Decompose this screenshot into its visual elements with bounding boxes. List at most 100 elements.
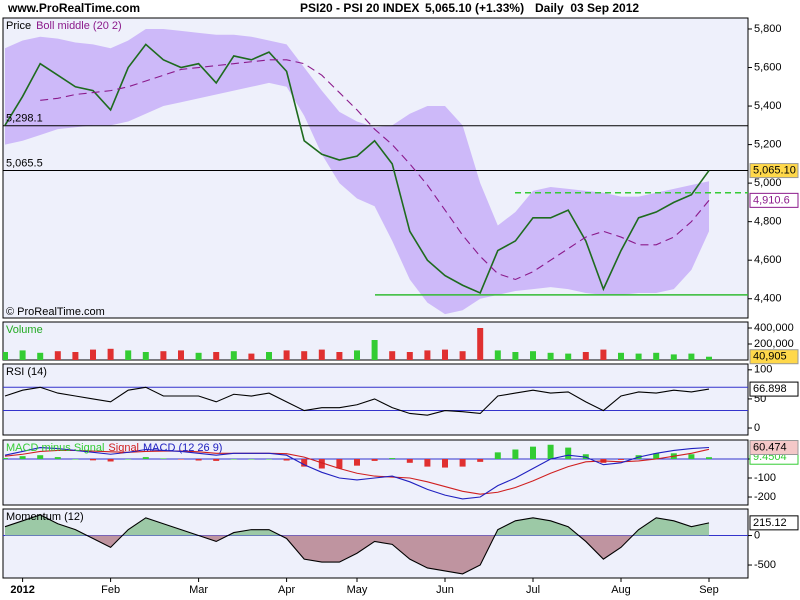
x-tick-label: 2012 xyxy=(10,584,34,596)
plot-area xyxy=(3,444,748,500)
period: Daily 03 Sep 2012 xyxy=(535,1,639,15)
bar xyxy=(547,352,554,360)
legend-entry: MACD minus Signal xyxy=(6,442,104,454)
y-tick-label: 5,600 xyxy=(754,61,782,73)
value-tag-box xyxy=(749,349,799,365)
area-negative xyxy=(5,535,709,574)
bar xyxy=(3,352,8,360)
y-tick-label: 400,000 xyxy=(754,322,794,334)
bar xyxy=(618,459,624,460)
bar xyxy=(477,328,484,360)
bar xyxy=(618,352,624,360)
y-tick-label: -100 xyxy=(754,472,776,484)
bar xyxy=(565,447,572,460)
bar xyxy=(19,456,26,460)
bar xyxy=(424,459,431,467)
site: www.ProRealTime.com xyxy=(7,1,140,15)
legend-entry: MACD (12 26 9) xyxy=(143,442,222,454)
instrument: PSI20 - PSI 20 INDEX xyxy=(300,1,419,15)
y-tick-label: 100 xyxy=(754,364,772,376)
bar xyxy=(107,348,114,360)
reference-label: 5,298.1 xyxy=(6,113,43,125)
value-tag-box xyxy=(749,192,799,208)
bollinger-band xyxy=(5,28,709,315)
y-tick-label: 5,400 xyxy=(754,100,782,112)
bar xyxy=(371,340,378,360)
value-tag: 4,910.6 xyxy=(753,194,790,206)
panel xyxy=(2,508,749,579)
bar xyxy=(565,353,572,360)
x-tick-label: Sep xyxy=(699,584,719,596)
y-tick-label: 5,000 xyxy=(754,177,782,189)
credit: © ProRealTime.com xyxy=(6,306,105,318)
bar xyxy=(600,349,607,360)
value-tag: 5,065.10 xyxy=(753,164,796,176)
bar xyxy=(512,352,519,360)
bar xyxy=(494,452,501,460)
quote: 5,065.10 (+1.33%) xyxy=(425,1,524,15)
value-tag-box xyxy=(749,440,799,456)
x-tick-label: Jul xyxy=(526,584,540,596)
bar xyxy=(459,459,466,467)
plot-area xyxy=(3,514,748,575)
bar xyxy=(688,454,695,460)
bar xyxy=(371,459,378,461)
bar xyxy=(54,457,61,460)
bar xyxy=(107,459,114,462)
bar xyxy=(336,352,343,360)
bar xyxy=(706,457,712,460)
panel-title: RSI (14) xyxy=(6,366,47,378)
bar xyxy=(459,351,466,360)
bar xyxy=(301,459,308,467)
bar xyxy=(142,457,149,460)
line xyxy=(4,386,710,416)
reference-label: 5,065.5 xyxy=(6,157,43,169)
bar xyxy=(213,459,220,461)
bar xyxy=(442,349,448,360)
plot-area xyxy=(3,386,748,416)
y-tick-label: 4,400 xyxy=(754,293,782,305)
bar xyxy=(19,350,26,360)
panel-title: Price xyxy=(6,20,31,32)
bar xyxy=(37,352,44,360)
bar xyxy=(354,459,360,466)
bar xyxy=(248,459,255,460)
bar xyxy=(653,352,660,360)
x-tick-label: Aug xyxy=(611,584,631,596)
line xyxy=(4,448,710,495)
area-positive xyxy=(5,514,709,536)
bar xyxy=(248,353,255,360)
panel-title: Volume xyxy=(6,324,43,336)
value-tag: 66.898 xyxy=(753,383,787,395)
bar xyxy=(389,351,396,360)
plot-area xyxy=(3,28,748,315)
y-tick-label: 0 xyxy=(754,529,760,541)
value-tag-box xyxy=(749,381,799,397)
y-tick-label: 4,800 xyxy=(754,216,782,228)
bar xyxy=(160,458,167,460)
value-tag: 40,905 xyxy=(753,351,787,363)
bar xyxy=(318,349,325,360)
bar xyxy=(72,352,79,360)
bar xyxy=(283,459,290,461)
bar xyxy=(266,459,272,460)
bar xyxy=(54,351,61,360)
value-tag: 215.12 xyxy=(753,517,787,529)
bar xyxy=(3,458,8,460)
bar xyxy=(72,459,79,460)
x-tick-label: Jun xyxy=(436,584,454,596)
bar xyxy=(37,455,44,460)
bar xyxy=(230,459,237,460)
bar xyxy=(195,352,202,360)
line xyxy=(4,446,710,500)
bar xyxy=(706,356,712,360)
bar xyxy=(283,350,290,360)
bar xyxy=(125,350,132,360)
value-tag: 60.474 xyxy=(753,441,787,453)
bar xyxy=(442,459,448,468)
bar xyxy=(530,351,536,360)
y-tick-label: 5,200 xyxy=(754,138,782,150)
bar xyxy=(477,459,484,462)
